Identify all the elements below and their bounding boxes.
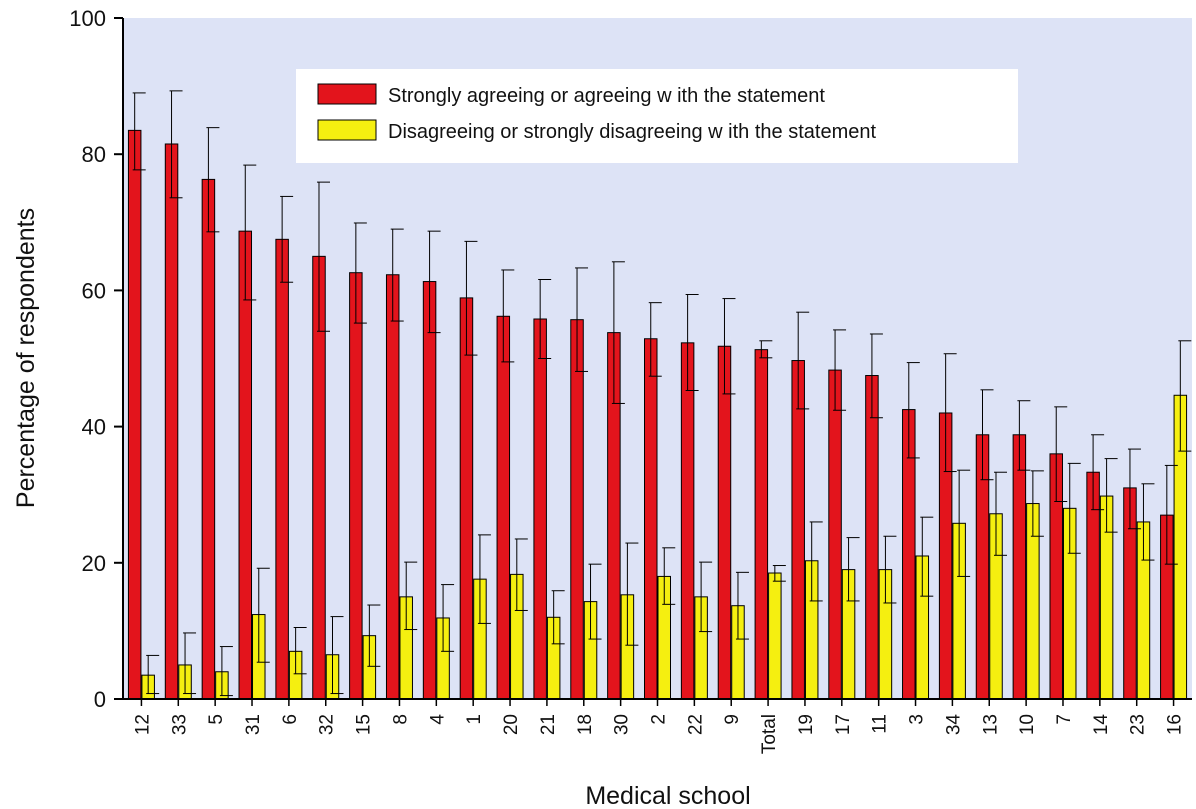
x-tick-label: 19 [796, 714, 817, 735]
bar-agree [791, 360, 805, 700]
y-tick-label: 80 [82, 142, 106, 167]
x-tick-label: 3 [907, 714, 928, 725]
bar-agree [422, 281, 437, 700]
bar-agree [717, 345, 732, 700]
legend-label-agree: Strongly agreeing or agreeing w ith the … [388, 85, 825, 107]
bar-agree [680, 342, 695, 700]
bar-disagree [768, 572, 782, 700]
x-tick-label: 8 [390, 714, 411, 725]
x-tick-label: 18 [575, 714, 596, 735]
x-tick-label: 21 [538, 714, 559, 735]
x-tick-label: 33 [169, 714, 190, 735]
bar-agree [644, 338, 658, 700]
bar-agree [238, 230, 253, 700]
bar-agree [865, 375, 879, 700]
y-axis-ticks: 0 20 40 60 80 100 [69, 6, 123, 712]
bar-agree [570, 319, 584, 700]
x-tick-label: 17 [833, 714, 854, 735]
legend-label-disagree: Disagreeing or strongly disagreeing w it… [388, 121, 876, 143]
x-tick-label: 9 [722, 714, 743, 725]
x-tick-label: 10 [1017, 714, 1038, 735]
x-tick-label: 12 [132, 714, 153, 735]
y-tick-label: 0 [94, 687, 106, 712]
x-tick-label: 23 [1128, 714, 1149, 735]
bar-agree [385, 274, 400, 700]
legend-box [296, 69, 1018, 163]
y-axis-title: Percentage of respondents [12, 208, 40, 508]
error-bars-layer [132, 90, 1192, 697]
y-tick-label: 100 [69, 6, 106, 31]
x-tick-label: 4 [427, 714, 448, 725]
x-tick-label: 5 [206, 714, 227, 725]
x-axis-title: Medical school [585, 782, 750, 809]
x-tick-label: 16 [1165, 714, 1186, 735]
y-tick-label: 60 [82, 278, 106, 303]
bar-agree [828, 369, 842, 700]
bar-agree [496, 315, 511, 700]
legend: Strongly agreeing or agreeing w ith the … [296, 69, 1018, 163]
y-tick-label: 20 [82, 551, 106, 576]
x-tick-label: 30 [612, 714, 633, 735]
x-tick-label: 34 [943, 714, 964, 736]
x-tick-label: 22 [685, 714, 706, 735]
x-tick-label: 32 [317, 714, 338, 735]
x-tick-label: 11 [870, 714, 891, 734]
x-tick-label: 7 [1054, 714, 1075, 725]
bar-agree [349, 272, 363, 700]
x-tick-label: 15 [354, 714, 375, 735]
bar-agree [127, 129, 142, 700]
bar-agree [164, 143, 179, 700]
legend-swatch-disagree [317, 119, 377, 141]
x-axis-labels: 12 33 5 31 6 32 15 8 4 1 20 21 18 30 2 22 9 Total 19 17 11 3 3… [132, 699, 1186, 754]
bar-agree [1012, 434, 1027, 700]
bar-agree [459, 297, 474, 700]
bar-agree [754, 349, 769, 700]
x-tick-label: Total [759, 714, 780, 754]
bar-agree [275, 238, 289, 700]
x-tick-label: 14 [1091, 714, 1112, 736]
legend-swatch-agree [317, 83, 377, 105]
x-tick-label: 1 [464, 714, 485, 725]
bar-agree [533, 318, 547, 700]
x-tick-label: 31 [243, 714, 264, 735]
y-tick-label: 40 [82, 415, 106, 440]
x-tick-label: 6 [280, 714, 301, 725]
x-tick-label: 20 [501, 714, 522, 735]
bar-agree [201, 178, 216, 700]
x-tick-label: 2 [649, 714, 670, 725]
x-tick-label: 13 [980, 714, 1001, 735]
